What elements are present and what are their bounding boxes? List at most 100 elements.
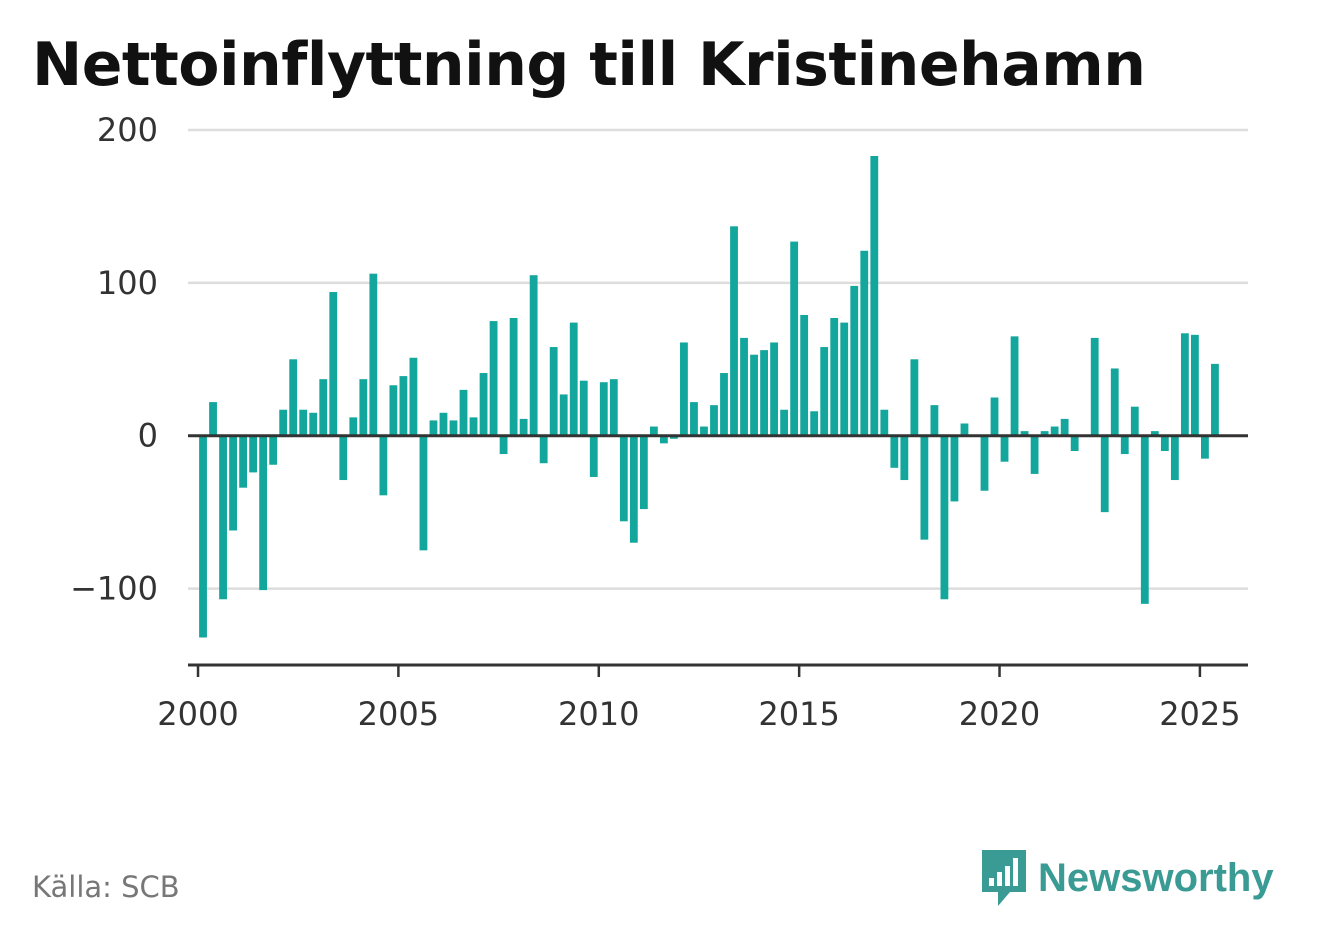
y-tick-label: 200	[97, 111, 158, 149]
bar	[629, 435, 638, 543]
bar	[820, 347, 829, 436]
bar	[1010, 336, 1019, 436]
bar	[1000, 435, 1009, 462]
bar	[659, 435, 668, 444]
bar	[760, 350, 768, 436]
chart-title: Nettoinflyttning till Kristinehamn	[32, 30, 1146, 100]
bar	[870, 155, 879, 436]
bar	[910, 359, 919, 436]
bar	[229, 435, 237, 531]
bar	[1120, 435, 1129, 455]
bar	[309, 412, 318, 436]
bar	[700, 426, 708, 436]
bar	[209, 402, 217, 436]
bar	[609, 379, 618, 436]
bar	[549, 347, 558, 436]
bar	[1190, 334, 1199, 436]
bar	[750, 354, 758, 436]
bar	[900, 435, 909, 481]
bar	[690, 402, 698, 436]
bar	[649, 426, 658, 436]
bar	[289, 359, 298, 436]
x-tick-label: 2010	[558, 695, 639, 733]
bar	[559, 394, 568, 436]
bar	[780, 409, 789, 436]
bar	[1160, 435, 1169, 451]
bar	[1170, 435, 1179, 481]
bar	[1100, 435, 1109, 513]
bar	[730, 226, 738, 436]
bar	[419, 435, 428, 551]
bar	[329, 292, 338, 436]
bar	[439, 412, 448, 436]
bar	[599, 382, 608, 436]
bar	[459, 389, 468, 436]
bar	[670, 435, 678, 439]
bar	[1140, 435, 1149, 604]
bar	[850, 285, 859, 436]
bar	[1211, 363, 1219, 436]
bar	[319, 379, 328, 436]
bar	[1090, 337, 1099, 436]
bar	[199, 435, 207, 638]
bar	[1030, 435, 1039, 474]
bar	[619, 435, 628, 522]
bar	[359, 379, 368, 436]
bar	[710, 405, 718, 436]
bar	[369, 273, 378, 436]
axes	[188, 434, 1248, 677]
bar	[840, 322, 849, 436]
bar	[279, 409, 288, 436]
bar	[219, 435, 227, 600]
bar	[790, 241, 799, 436]
bar	[489, 321, 498, 436]
x-axis-labels: 2000 2005 2010 2015 2020 2025	[157, 695, 1240, 733]
bar	[1130, 406, 1139, 436]
bar	[469, 417, 478, 436]
bar	[770, 342, 779, 436]
bar	[940, 435, 949, 600]
bar	[539, 435, 548, 464]
bar	[449, 420, 458, 436]
bar	[740, 337, 748, 436]
bar	[249, 435, 258, 473]
bar	[269, 435, 278, 465]
bar	[960, 423, 969, 436]
bar	[980, 435, 989, 491]
y-tick-label: 0	[138, 417, 158, 455]
bar	[389, 385, 398, 436]
bar	[589, 435, 598, 477]
y-tick-label: 100	[97, 264, 158, 302]
bar	[810, 411, 819, 436]
bar	[1020, 431, 1029, 436]
bar	[1150, 431, 1159, 436]
bar	[409, 357, 418, 436]
bar	[720, 373, 728, 436]
bar	[920, 435, 929, 540]
bar	[499, 435, 508, 455]
bar	[349, 417, 358, 436]
bar	[509, 318, 518, 436]
bar	[239, 435, 248, 488]
bar	[1201, 435, 1209, 459]
bar	[479, 373, 488, 436]
bar	[299, 409, 308, 436]
bars	[199, 155, 1219, 638]
bar	[830, 318, 839, 436]
x-tick-label: 2005	[358, 695, 439, 733]
bar	[429, 420, 438, 436]
bar	[950, 435, 959, 502]
bar	[339, 435, 348, 481]
brand-logo: Newsworthy	[980, 848, 1274, 908]
bar	[1050, 426, 1059, 436]
bar	[569, 322, 578, 436]
bar	[519, 418, 528, 436]
bar	[1180, 333, 1189, 436]
bar	[399, 376, 408, 436]
source-note: Källa: SCB	[32, 870, 180, 904]
bar	[1040, 431, 1049, 436]
bar	[930, 405, 939, 436]
brand-name: Newsworthy	[1038, 855, 1274, 900]
bar	[1070, 435, 1079, 451]
